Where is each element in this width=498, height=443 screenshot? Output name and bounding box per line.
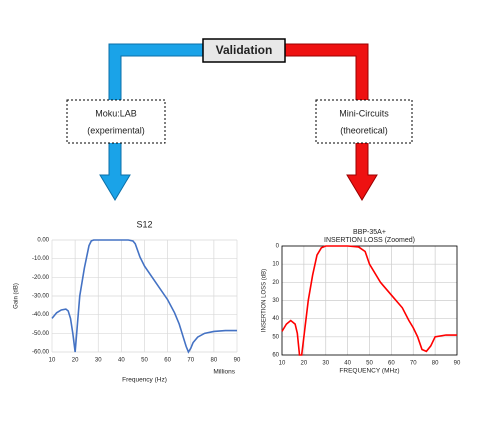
chart-title: BBP-35A+ bbox=[353, 229, 386, 236]
y-tick-label: -20.00 bbox=[32, 275, 50, 281]
x-tick-label: 40 bbox=[344, 361, 351, 367]
x-unit-label: Millions bbox=[213, 369, 235, 376]
x-axis-label: FREQUENCY (MHz) bbox=[339, 368, 399, 375]
chart-title: S12 bbox=[136, 219, 152, 229]
right-box-line1: Mini-Circuits bbox=[339, 108, 389, 118]
y-tick-label: -50.00 bbox=[32, 331, 50, 337]
x-tick-label: 10 bbox=[279, 361, 286, 367]
chart-subtitle: INSERTION LOSS (Zoomed) bbox=[324, 237, 415, 244]
y-tick-label: 10 bbox=[272, 262, 279, 268]
y-axis-label: Gain (dB) bbox=[14, 283, 20, 309]
y-tick-label: 0 bbox=[276, 244, 280, 250]
plot-frame bbox=[281, 245, 458, 356]
x-tick-label: 70 bbox=[410, 361, 417, 367]
y-tick-label: 50 bbox=[272, 334, 279, 340]
y-tick-label: 30 bbox=[272, 298, 279, 304]
x-axis-label: Frequency (Hz) bbox=[122, 377, 167, 384]
x-tick-label: 90 bbox=[454, 361, 461, 367]
x-tick-label: 30 bbox=[95, 358, 102, 364]
y-tick-label: -30.00 bbox=[32, 294, 50, 300]
x-tick-label: 50 bbox=[366, 361, 373, 367]
y-tick-label: -60.00 bbox=[32, 350, 50, 356]
x-tick-label: 60 bbox=[388, 361, 395, 367]
right-box bbox=[315, 99, 413, 144]
y-tick-label: 0.00 bbox=[37, 238, 49, 244]
x-tick-label: 70 bbox=[187, 358, 194, 364]
left-box-line2: (experimental) bbox=[87, 125, 145, 135]
x-tick-label: 60 bbox=[164, 358, 171, 364]
y-tick-label: -10.00 bbox=[32, 256, 50, 262]
x-tick-label: 20 bbox=[301, 361, 308, 367]
left-box bbox=[66, 99, 166, 144]
y-tick-label: 20 bbox=[272, 280, 279, 286]
y-axis-label: INSERTION LOSS (dB) bbox=[262, 269, 268, 332]
y-tick-label: 40 bbox=[272, 316, 279, 322]
x-tick-label: 30 bbox=[322, 361, 329, 367]
x-tick-label: 20 bbox=[72, 358, 79, 364]
x-tick-label: 10 bbox=[49, 358, 56, 364]
right-box-line2: (theoretical) bbox=[340, 125, 388, 135]
data-line bbox=[281, 245, 457, 356]
x-tick-label: 40 bbox=[118, 358, 125, 364]
left-box-line1: Moku:LAB bbox=[95, 108, 137, 118]
y-tick-label: 60 bbox=[272, 353, 279, 359]
x-tick-label: 80 bbox=[432, 361, 439, 367]
y-tick-label: -40.00 bbox=[32, 312, 50, 318]
validation-box bbox=[202, 38, 286, 63]
data-line bbox=[51, 239, 237, 354]
x-tick-label: 80 bbox=[211, 358, 218, 364]
x-tick-label: 90 bbox=[234, 358, 241, 364]
validation-label: Validation bbox=[216, 43, 273, 57]
x-tick-label: 50 bbox=[141, 358, 148, 364]
